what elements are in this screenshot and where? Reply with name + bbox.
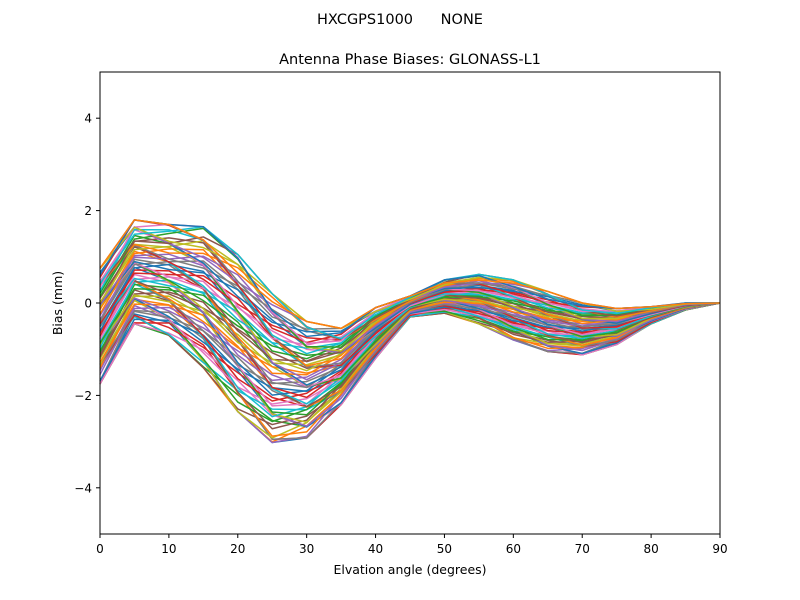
x-tick-label: 10 xyxy=(161,542,176,556)
series-line xyxy=(99,219,721,330)
series-line xyxy=(99,243,721,341)
y-tick-label: 4 xyxy=(84,112,92,126)
x-axis: 0 10 20 30 40 50 60 70 80 90 xyxy=(96,534,728,556)
y-tick-label: −4 xyxy=(74,481,92,495)
plot-series xyxy=(99,219,721,444)
y-tick-label: 2 xyxy=(84,204,92,218)
series-line xyxy=(99,260,721,354)
series-line xyxy=(99,302,721,408)
x-tick-label: 20 xyxy=(230,542,245,556)
x-tick-label: 30 xyxy=(299,542,314,556)
x-axis-label: Elvation angle (degrees) xyxy=(333,562,486,577)
series-line xyxy=(99,277,721,368)
y-tick-label: −2 xyxy=(74,389,92,403)
x-tick-label: 40 xyxy=(368,542,383,556)
x-tick-label: 0 xyxy=(96,542,104,556)
x-tick-label: 50 xyxy=(437,542,452,556)
x-tick-label: 70 xyxy=(575,542,590,556)
y-axis: −4 −2 0 2 4 xyxy=(74,112,100,495)
x-tick-label: 80 xyxy=(643,542,658,556)
x-tick-label: 60 xyxy=(506,542,521,556)
series-line xyxy=(99,226,721,330)
chart-title: Antenna Phase Biases: GLONASS-L1 xyxy=(279,52,541,68)
x-tick-label: 90 xyxy=(712,542,727,556)
chart-suptitle: HXCGPS1000 NONE xyxy=(317,12,483,28)
y-axis-label: Bias (mm) xyxy=(50,271,65,335)
series-line xyxy=(99,297,721,389)
y-tick-label: 0 xyxy=(84,297,92,311)
